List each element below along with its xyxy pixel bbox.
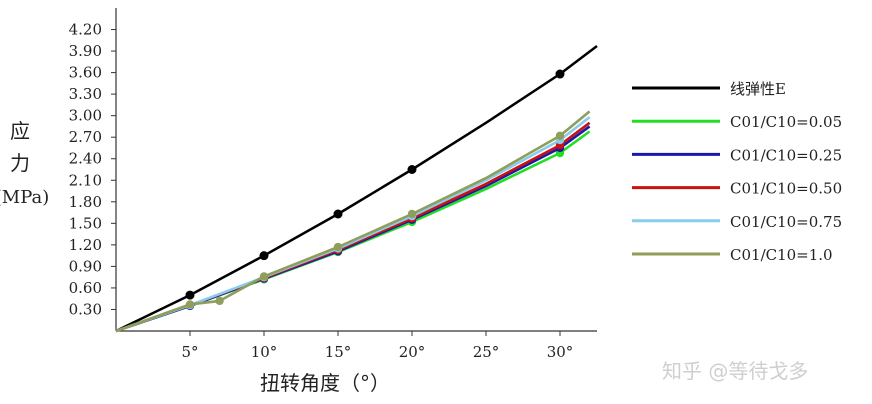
series-layer <box>115 45 598 333</box>
y-tick-label: 4.20 <box>69 21 102 39</box>
y-tick-label: 0.60 <box>69 279 102 297</box>
series-point <box>407 209 417 219</box>
series-point <box>215 296 224 306</box>
legend-item: C01/C10=0.75 <box>632 213 842 231</box>
series-3 <box>115 121 591 333</box>
y-tick-label: 0.30 <box>69 300 102 318</box>
series-point <box>333 242 343 252</box>
series-line <box>115 125 591 333</box>
y-tick-label: 2.10 <box>69 171 102 189</box>
series-point <box>407 165 417 174</box>
series-line <box>115 116 591 333</box>
y-tick-label: 1.20 <box>69 236 102 254</box>
series-point <box>555 131 565 140</box>
legend-item: C01/C10=0.05 <box>632 113 842 131</box>
legend-label: C01/C10=0.50 <box>730 180 842 198</box>
x-tick-label: 25° <box>473 343 500 361</box>
x-tick-label: 5° <box>181 343 198 361</box>
y-tick-label: 2.70 <box>69 128 102 146</box>
series-point <box>259 251 269 261</box>
watermark-text: 知乎 @等待戈多 <box>662 359 808 383</box>
legend-label: 线弹性E <box>730 80 786 98</box>
series-point <box>185 290 195 300</box>
legend-item: C01/C10=1.0 <box>632 246 833 264</box>
x-tick-label: 15° <box>325 343 352 361</box>
y-tick-label: 1.80 <box>69 193 102 211</box>
x-axis-title: 扭转角度（°） <box>260 371 390 395</box>
y-axis-ticks: 0.30 0.60 0.90 1.20 1.50 1.80 2.10 2.40 2.70 3.00… <box>69 21 116 318</box>
y-tick-label: 1.50 <box>69 214 102 232</box>
axes <box>115 8 597 332</box>
legend: 线弹性E C01/C10=0.05 C01/C10=0.25 C01/C10=0.50… <box>632 80 842 264</box>
y-tick-label: 3.00 <box>69 107 102 125</box>
y-tick-label: 0.90 <box>69 257 102 275</box>
legend-item: 线弹性E <box>632 80 786 98</box>
y-tick-label: 3.60 <box>69 64 102 82</box>
x-tick-label: 20° <box>399 343 426 361</box>
y-tick-label: 2.40 <box>69 150 102 168</box>
legend-item: C01/C10=0.50 <box>632 180 842 198</box>
x-axis-ticks: 5° 10° 15° 20° 25° 30° <box>181 331 573 361</box>
legend-label: C01/C10=0.25 <box>730 146 842 164</box>
series-point <box>555 69 565 79</box>
y-axis-title-line-3: (MPa) <box>0 187 49 208</box>
series-line <box>115 45 598 333</box>
series-4 <box>115 116 591 333</box>
series-point <box>333 209 343 219</box>
legend-label: C01/C10=1.0 <box>730 246 833 264</box>
series-point <box>259 272 269 281</box>
y-axis-title-line-2: 力 <box>10 151 30 175</box>
y-tick-label: 3.30 <box>69 85 102 103</box>
y-tick-label: 3.90 <box>69 42 102 60</box>
legend-label: C01/C10=0.75 <box>730 213 842 231</box>
series-2 <box>115 125 591 333</box>
series-5 <box>115 110 591 333</box>
x-tick-label: 10° <box>251 343 278 361</box>
series-line <box>115 121 591 333</box>
series-0 <box>115 45 598 333</box>
series-point <box>185 300 195 309</box>
legend-item: C01/C10=0.25 <box>632 146 842 164</box>
y-axis-title-line-1: 应 <box>10 119 30 143</box>
legend-label: C01/C10=0.05 <box>730 113 842 131</box>
x-tick-label: 30° <box>547 343 574 361</box>
